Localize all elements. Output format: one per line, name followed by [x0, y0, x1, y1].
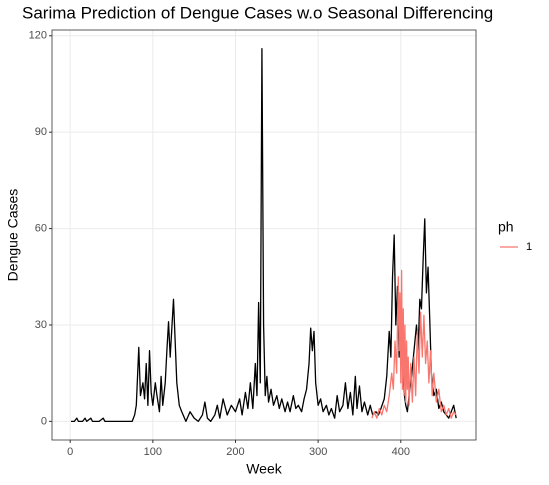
x-tick-label: 100 [144, 446, 162, 458]
chart-title: Sarima Prediction of Dengue Cases w.o Se… [22, 3, 493, 22]
panel-border [51, 29, 477, 441]
x-tick-label: 0 [67, 446, 73, 458]
y-tick-label: 30 [35, 319, 47, 331]
y-tick-label: 0 [41, 415, 47, 427]
x-tick-label: 200 [226, 446, 244, 458]
x-tick-label: 400 [392, 446, 410, 458]
x-axis-label: Week [246, 461, 283, 477]
y-tick-label: 120 [29, 30, 47, 42]
y-tick-label: 60 [35, 222, 47, 234]
y-tick-label: 90 [35, 126, 47, 138]
legend-title: ph [498, 219, 514, 235]
x-tick-label: 300 [309, 446, 327, 458]
y-axis-label: Dengue Cases [5, 189, 21, 282]
data-line [371, 269, 457, 419]
legend-label: 1 [526, 241, 532, 253]
